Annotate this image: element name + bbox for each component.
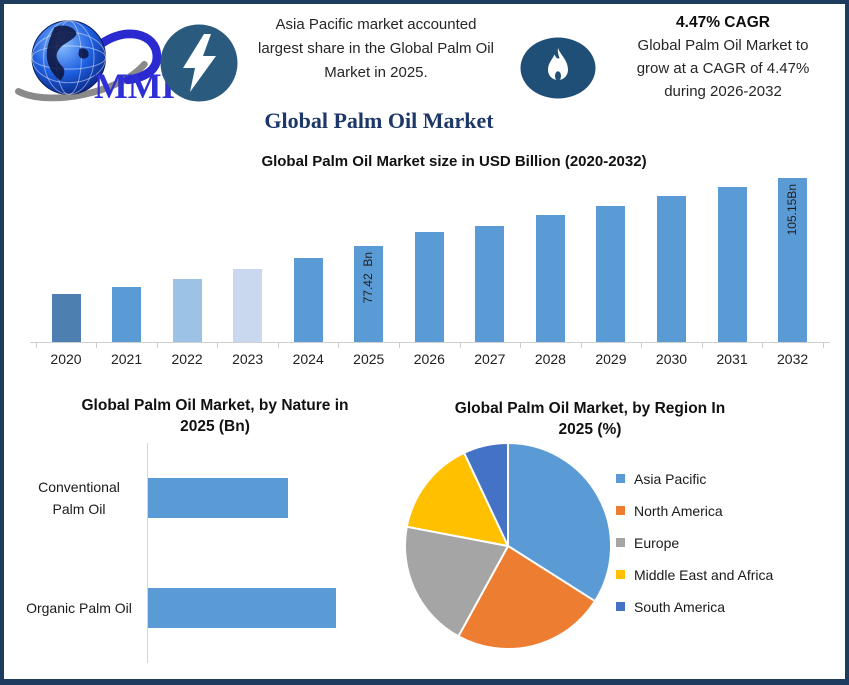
legend-swatch-asia-pacific xyxy=(616,474,625,483)
region-pie xyxy=(404,441,613,651)
x-axis-label-2022: 2022 xyxy=(171,351,203,367)
x-axis-label-2020: 2020 xyxy=(50,351,82,367)
x-axis-label-2032: 2032 xyxy=(777,351,809,367)
x-axis-label-2025: 2025 xyxy=(353,351,385,367)
x-axis-label-2023: 2023 xyxy=(232,351,264,367)
legend-label-asia-pacific: Asia Pacific xyxy=(634,470,707,487)
bar-2029 xyxy=(596,206,626,342)
bar-2032: 105.15Bn xyxy=(778,178,808,342)
x-axis-line xyxy=(30,342,830,343)
axis-tick xyxy=(580,343,582,348)
highlight-line: Asia Pacific market accounted xyxy=(275,16,477,33)
axis-tick xyxy=(822,343,824,348)
logo-blue-swoosh xyxy=(95,29,162,85)
bar-2020 xyxy=(51,294,81,342)
region-chart-title: Global Palm Oil Market, by Region In 202… xyxy=(424,398,756,440)
legend-item-south-america: South America xyxy=(616,596,773,617)
bar-2031 xyxy=(717,187,747,342)
nature-plot: Conventional Palm Oil Organic Palm Oil xyxy=(20,441,420,669)
bar-data-label-2032: 105.15Bn xyxy=(784,184,799,236)
x-axis-label-2028: 2028 xyxy=(534,351,566,367)
category-label-organic-palm-oil: Organic Palm Oil xyxy=(20,597,138,619)
bar-2026 xyxy=(414,232,444,342)
bar-2027 xyxy=(475,226,505,342)
highlight-line: largest share in the Global Palm Oil xyxy=(258,40,494,57)
lightning-icon xyxy=(160,24,238,102)
axis-tick xyxy=(338,343,340,348)
legend-item-europe: Europe xyxy=(616,532,773,553)
legend-label-middle-east-and-africa: Middle East and Africa xyxy=(634,566,774,583)
market-size-chart-title: Global Palm Oil Market size in USD Billi… xyxy=(261,153,647,170)
legend-swatch-south-america xyxy=(616,602,625,611)
x-axis-label-2029: 2029 xyxy=(595,351,627,367)
bar-2021 xyxy=(112,287,142,342)
axis-tick xyxy=(217,343,219,348)
axis-tick xyxy=(96,343,98,348)
axis-tick xyxy=(701,343,703,348)
pie-slice-north-america xyxy=(457,545,596,651)
y-axis-line xyxy=(147,443,148,663)
pie-slice-south-america xyxy=(463,441,509,547)
nature-chart-title: Global Palm Oil Market, by Nature in 202… xyxy=(40,395,390,437)
category-label-line: Conventional xyxy=(38,479,120,495)
x-axis-label-2021: 2021 xyxy=(110,351,143,367)
bar-2025: 77.42 Bn xyxy=(354,246,384,342)
logo-gray-swoosh xyxy=(15,60,148,102)
category-label-line: Organic Palm Oil xyxy=(26,600,132,616)
legend-swatch-europe xyxy=(616,538,625,547)
axis-tick xyxy=(35,343,37,348)
region-title-line: Global Palm Oil Market, by Region In xyxy=(454,400,726,417)
highlight-line: Market in 2025. xyxy=(324,64,428,81)
x-axis-label-2024: 2024 xyxy=(292,351,324,367)
hbar-conventional-palm-oil xyxy=(148,478,288,518)
axis-tick xyxy=(459,343,461,348)
axis-tick xyxy=(520,343,522,348)
pie-slice-middle-east-and-africa xyxy=(405,451,509,547)
x-axis-label-2026: 2026 xyxy=(413,351,445,367)
legend-label-south-america: South America xyxy=(634,598,726,615)
legend-label-north-america: North America xyxy=(634,502,723,519)
axis-tick xyxy=(277,343,279,348)
highlight-line: during 2026-2032 xyxy=(664,83,782,100)
bar-data-label-2025: 77.42 Bn xyxy=(360,252,375,304)
region-title-line: 2025 (%) xyxy=(558,421,622,438)
cagr-title: 4.47% CAGR xyxy=(676,14,770,31)
cagr-highlight: 4.47% CAGR Global Palm Oil Market to gro… xyxy=(598,11,845,103)
legend-item-middle-east-and-africa: Middle East and Africa xyxy=(616,564,773,585)
hbar-organic-palm-oil xyxy=(148,588,336,628)
asia-pacific-highlight: Asia Pacific market accounted largest sh… xyxy=(234,13,518,85)
bar-2023 xyxy=(233,269,263,342)
bar-2028 xyxy=(535,215,565,342)
x-axis-label-2027: 2027 xyxy=(474,351,506,367)
highlight-line: Global Palm Oil Market to xyxy=(637,37,809,54)
flame-icon xyxy=(520,37,596,99)
bar-2022 xyxy=(172,279,202,342)
nature-title-line: 2025 (Bn) xyxy=(180,418,250,435)
category-label-line: Palm Oil xyxy=(52,501,106,517)
legend-label-europe: Europe xyxy=(634,534,680,551)
axis-tick xyxy=(156,343,158,348)
highlight-line: grow at a CAGR of 4.47% xyxy=(636,60,810,77)
legend-item-north-america: North America xyxy=(616,500,773,521)
x-axis-labels: 2020 2021 2022 2023 2024 2025 2026 2027 2028 2029… xyxy=(30,351,830,371)
bar-2024 xyxy=(293,258,323,342)
page-title: Global Palm Oil Market xyxy=(264,108,494,133)
axis-tick xyxy=(762,343,764,348)
category-label-conventional-palm-oil: Conventional Palm Oil xyxy=(20,476,138,520)
nature-title-line: Global Palm Oil Market, by Nature in xyxy=(81,397,349,414)
legend-swatch-middle-east-and-africa xyxy=(616,570,625,579)
market-size-plot: 77.42 Bn 105.15Bn xyxy=(30,175,830,348)
axis-tick xyxy=(399,343,400,348)
mmr-logo: MMR xyxy=(15,20,176,104)
axis-tick xyxy=(641,343,643,348)
x-axis-label-2030: 2030 xyxy=(655,351,688,367)
globe-icon xyxy=(31,20,107,95)
legend-swatch-north-america xyxy=(616,506,625,515)
pie-slice-europe xyxy=(404,525,509,638)
region-legend: Asia Pacific North America Europe Middle Ea… xyxy=(616,468,773,628)
x-axis-label-2031: 2031 xyxy=(716,351,748,367)
legend-item-asia-pacific: Asia Pacific xyxy=(616,468,773,489)
bar-2030 xyxy=(657,196,686,342)
